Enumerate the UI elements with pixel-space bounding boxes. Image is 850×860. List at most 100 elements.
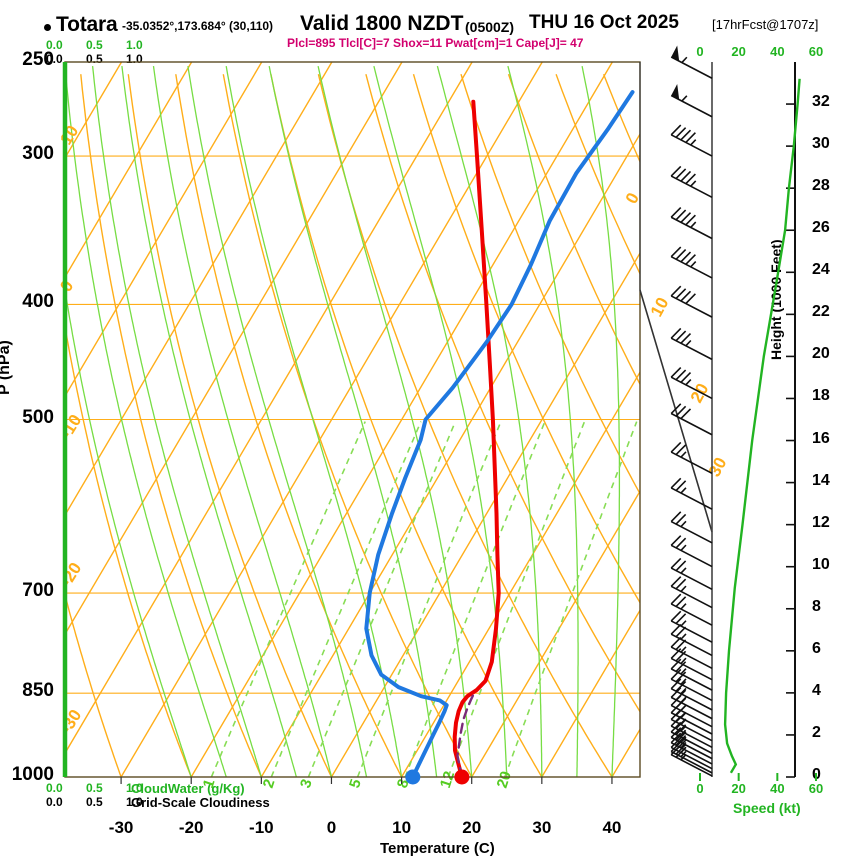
wind-barb-half [680,668,687,675]
height-tick-26: 26 [812,219,830,237]
moist-adiabat-line [317,65,473,777]
dry-adiabat-line [65,322,192,777]
wind-barb-full [675,209,687,221]
wind-barb-full [685,254,696,265]
height-tick-28: 28 [812,177,830,195]
wind-barb-full [670,165,682,177]
height-tick-16: 16 [812,429,830,447]
pressure-tick-850: 850 [22,680,54,702]
wind-barb-full [680,251,692,263]
dry-adiabat-label-right: 30 [705,454,731,480]
wind-barb-full [680,290,692,302]
moist-adiabat-line [91,66,262,777]
wind-barb-shaft [670,603,713,626]
wind-barb-shaft [670,696,713,720]
wind-barb [670,648,713,681]
speed-tick-top-20: 20 [731,44,746,59]
wind-barb-half [680,736,687,744]
wind-barb-half [680,451,687,458]
isotherm-label-left: -10 [56,411,85,442]
wind-barb-full [670,695,682,706]
wind-barb-half [680,646,687,653]
temperature-tick--30: -30 [108,818,134,837]
speed-tick-top-60: 60 [808,44,824,59]
speed-tick-bot-0: 0 [696,781,704,796]
cloudiness-axis-label: Grid-Scale Cloudiness [131,795,270,810]
pressure-tick-500: 500 [22,406,54,428]
wind-barb-half [680,620,687,627]
wind-barb-shaft [670,585,713,609]
dry-adiabat-line [80,74,262,777]
wind-barb [670,535,713,568]
wind-barb-half [680,567,687,574]
wind-barb-full [675,513,687,525]
wind-barb-full [675,249,687,260]
wind-barb-full [675,747,687,758]
mixing-ratio-line [404,421,546,777]
height-tick-24: 24 [812,261,830,279]
wind-barb-full [670,727,682,738]
wind-barb-full [670,709,682,720]
dry-adiabat-line [507,73,640,386]
moist-adiabat-line [581,65,621,777]
isotherm-label-left: -30 [56,706,85,737]
wind-barb-full [670,593,682,605]
wind-barb [670,557,713,591]
pressure-tick-250: 250 [22,49,54,70]
wind-barb-shaft [670,175,713,199]
wind-barb-pennant [671,45,680,62]
wind-barb-full [680,408,692,420]
dry-adiabat-line [127,74,333,777]
isotherm-label-left: 10 [56,122,82,148]
mixing-ratio-line [307,421,457,777]
wind-barb [670,83,713,118]
moist-adiabat-line [187,65,368,777]
mixing-ratio-line [210,421,366,777]
wind-barb-full [675,650,687,662]
cloudwater-tick-bot-2: 1.0 [126,781,143,795]
wind-barb-full [675,560,687,572]
temperature-tick-30: 30 [532,818,552,837]
wind-barb-full [685,214,696,226]
wind-barb [670,441,713,475]
isotherm-line [65,62,263,398]
wind-barb-full [675,480,687,492]
wind-barb [670,327,713,361]
cloudwater-tick-bot-0: 0.0 [46,781,63,795]
wind-barb-full [675,626,687,638]
isotherm-line [65,62,473,755]
wind-barb-shaft [670,337,713,361]
wind-barb [670,165,713,199]
wind-barb-full [685,293,696,305]
speed-tick-top-40: 40 [770,44,785,59]
wind-barb-full [670,737,682,749]
wind-barb-shaft [670,544,713,568]
mixing-ratio-line [504,421,638,777]
wind-barb [670,403,713,436]
wind-barb-shaft [670,295,713,318]
dry-adiabat-line [0,74,51,777]
cloudiness-tick-bot-0: 0.0 [46,795,63,809]
dry-adiabat-line [555,73,640,276]
wind-barb [670,124,713,157]
wind-barb-full [675,671,687,683]
cloudiness-tick-bot-2: 1.0 [126,795,143,809]
isotherm-line [682,62,850,777]
wind-barb [670,511,713,544]
wind-barb-full [670,576,682,587]
pressure-tick-300: 300 [22,143,54,165]
cloudwater-tick-top-2: 1.0 [126,38,143,52]
temperature-tick-0: 0 [326,818,337,837]
wind-barb-full [675,661,687,672]
parcel-curve [456,692,476,779]
height-tick-8: 8 [812,597,821,615]
wind-barb-full [670,535,682,546]
height-tick-30: 30 [812,135,830,153]
dry-adiabat-line [412,74,640,605]
moist-adiabat-line [752,66,822,777]
wind-barb-shaft [670,451,713,475]
wind-barb-shaft [670,687,713,711]
wind-barb-shaft [670,718,713,742]
